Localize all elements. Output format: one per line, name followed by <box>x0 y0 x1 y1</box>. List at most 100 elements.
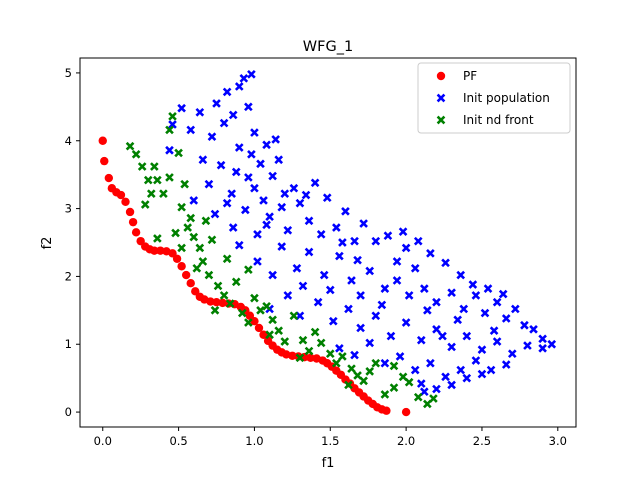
data-point <box>128 217 138 227</box>
data-point <box>304 346 314 356</box>
data-point <box>304 247 314 257</box>
data-point <box>404 291 414 300</box>
data-point <box>371 236 381 246</box>
series-0 <box>98 136 411 417</box>
data-point <box>131 150 141 159</box>
data-point <box>180 179 189 189</box>
data-point <box>423 399 432 409</box>
data-point <box>121 197 130 207</box>
data-point <box>344 380 353 390</box>
data-point <box>523 341 532 350</box>
data-point <box>171 228 180 238</box>
y-tick-label: 2 <box>65 269 72 283</box>
data-point <box>256 159 265 169</box>
data-point <box>250 316 259 326</box>
plot-area <box>79 57 577 428</box>
data-point <box>189 196 199 205</box>
data-point <box>426 358 435 368</box>
x-tick-label: 2.0 <box>397 434 415 448</box>
data-point <box>292 263 302 273</box>
data-point <box>165 125 174 135</box>
data-point <box>377 300 387 310</box>
data-point <box>419 387 429 397</box>
data-point <box>441 372 450 382</box>
data-point <box>150 246 159 255</box>
data-point <box>253 230 262 239</box>
data-point <box>341 206 350 216</box>
data-point <box>316 338 326 348</box>
data-point <box>201 216 211 226</box>
data-point <box>212 297 221 307</box>
data-point <box>338 238 347 247</box>
data-point <box>210 306 220 315</box>
data-point <box>416 335 426 345</box>
data-point <box>234 82 244 91</box>
data-point <box>432 384 441 394</box>
data-point <box>165 145 174 155</box>
x-tick-label: 0.0 <box>94 434 112 448</box>
data-point <box>350 236 359 246</box>
data-point <box>438 331 447 341</box>
data-point <box>268 171 277 181</box>
data-point <box>310 178 320 188</box>
data-point <box>310 327 320 337</box>
axes-frame <box>79 57 577 428</box>
data-point <box>259 196 268 205</box>
data-point <box>380 390 390 399</box>
legend-marker-0 <box>436 71 446 81</box>
data-point <box>207 235 217 245</box>
data-point <box>280 189 290 198</box>
data-point <box>295 353 305 363</box>
data-point <box>404 377 414 387</box>
data-point <box>206 297 215 306</box>
data-point <box>177 202 186 212</box>
data-point <box>234 240 244 250</box>
x-tick-label: 1.5 <box>321 434 339 448</box>
y-tick-label: 5 <box>65 66 72 80</box>
data-point <box>471 291 481 300</box>
data-point <box>222 87 232 97</box>
data-point <box>398 227 408 236</box>
data-point <box>288 351 297 360</box>
data-point <box>401 243 411 253</box>
data-point <box>332 358 341 368</box>
data-point <box>250 183 259 193</box>
data-point <box>168 120 177 129</box>
data-point <box>174 148 183 158</box>
data-point <box>237 308 247 318</box>
data-point <box>216 160 226 170</box>
data-point <box>289 183 299 193</box>
data-point <box>456 270 466 280</box>
data-point <box>547 339 557 349</box>
data-point <box>198 257 208 266</box>
data-point <box>227 189 237 198</box>
data-point <box>501 314 511 323</box>
data-point <box>456 365 466 375</box>
data-point <box>365 338 375 348</box>
data-point <box>419 284 429 293</box>
chart-title: WFG_1 <box>303 39 353 55</box>
data-point <box>501 360 511 369</box>
data-point <box>511 304 520 314</box>
data-point <box>212 99 221 108</box>
data-point <box>172 254 182 263</box>
y-axis-label: f2 <box>40 237 55 250</box>
data-point <box>520 320 529 330</box>
data-point <box>389 361 399 371</box>
data-point <box>353 255 362 265</box>
data-point <box>365 266 375 276</box>
legend-marker-1 <box>436 93 446 103</box>
x-axis-label: f1 <box>322 456 335 471</box>
data-point <box>386 331 396 341</box>
data-point <box>177 262 186 271</box>
data-point <box>432 297 441 307</box>
data-point <box>262 220 271 230</box>
data-point <box>181 270 191 280</box>
data-point <box>401 407 411 417</box>
data-point <box>322 193 332 203</box>
data-point <box>507 349 517 359</box>
data-point <box>186 213 196 223</box>
x-tick-label: 2.5 <box>473 434 491 448</box>
data-point <box>410 365 420 375</box>
data-point <box>447 288 456 298</box>
